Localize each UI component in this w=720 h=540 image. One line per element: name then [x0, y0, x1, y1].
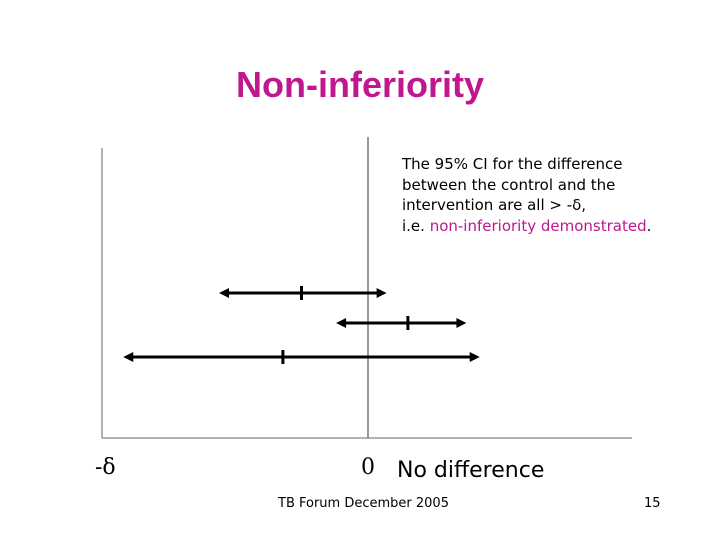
note-line-4-suffix: . [646, 216, 652, 235]
note-line-2: between the control and the [402, 175, 616, 194]
ci-upper-arrow-2 [456, 318, 467, 328]
tick-label-zero: 0 [361, 455, 375, 480]
slide-title: Non-inferiority [236, 64, 484, 105]
note-line-3: intervention are all > -δ, [402, 196, 587, 214]
note-line-4-prefix: i.e. [402, 216, 430, 235]
non-inferiority-highlight: non-inferiority demonstrated [429, 216, 647, 235]
ci-upper-arrow-3 [469, 352, 480, 362]
ci-upper-arrow-1 [376, 288, 387, 298]
footer-text: TB Forum December 2005 [278, 496, 449, 511]
ci-explanation-note: The 95% CI for the difference between th… [402, 154, 702, 236]
no-difference-label: No difference [397, 458, 545, 483]
ci-lower-arrow-2 [336, 318, 347, 328]
note-line-1: The 95% CI for the difference [402, 155, 623, 173]
ci-lower-arrow-3 [123, 352, 134, 362]
page-number: 15 [644, 496, 661, 511]
tick-label-minus-delta: -δ [95, 455, 116, 480]
note-line-4: i.e. non-inferiority demonstrated. [402, 216, 702, 237]
ci-lower-arrow-1 [219, 288, 230, 298]
